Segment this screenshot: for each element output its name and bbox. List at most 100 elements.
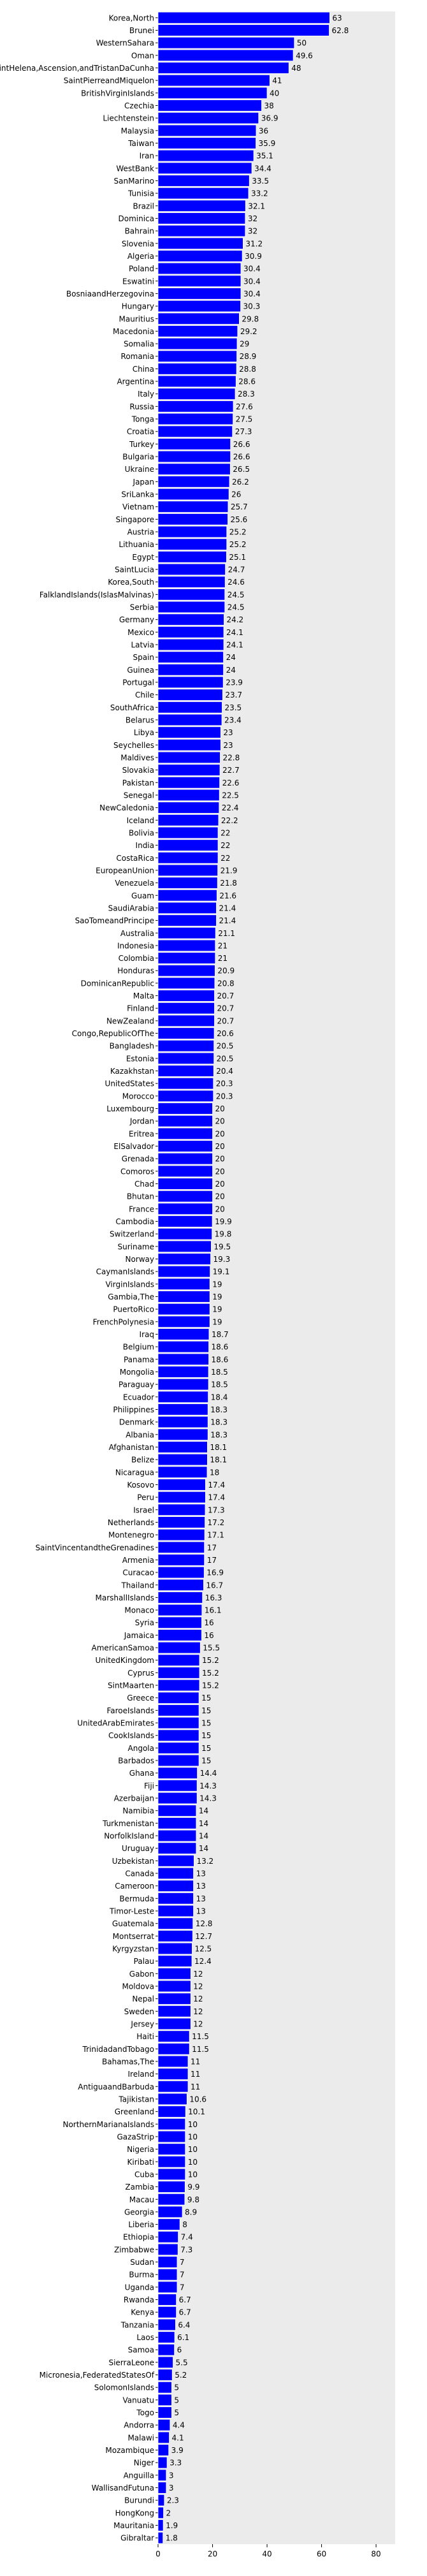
bar — [157, 1278, 210, 1291]
y-tick-label: Curacao — [122, 1569, 154, 1577]
bar — [157, 1566, 205, 1579]
bar — [157, 538, 228, 550]
y-tick-label: Nigeria — [127, 2145, 154, 2154]
value-label: 20 — [215, 1104, 225, 1113]
bar — [157, 1491, 206, 1504]
value-label: 11.5 — [192, 2045, 209, 2054]
bar — [157, 1792, 198, 1804]
value-label: 8 — [182, 2220, 187, 2229]
value-label: 24.2 — [226, 615, 243, 624]
y-tick-label: Belarus — [126, 715, 154, 724]
y-tick-label: Cameroon — [115, 1882, 154, 1891]
bar — [157, 2017, 191, 2030]
y-tick-label: NorthernMarianaIslands — [62, 2120, 154, 2129]
y-tick-label: DominicanRepublic — [81, 979, 154, 988]
value-label: 30.4 — [243, 265, 261, 274]
value-label: 36 — [259, 126, 268, 135]
bar — [157, 24, 329, 36]
y-tick-label: BritishVirginIslands — [81, 89, 154, 98]
y-tick-label: Haiti — [136, 2032, 154, 2041]
y-tick-label: Georgia — [124, 2207, 154, 2216]
value-label: 17 — [207, 1543, 217, 1552]
value-label: 9.8 — [187, 2195, 199, 2204]
y-tick-label: Croatia — [127, 427, 154, 436]
value-label: 22.4 — [222, 803, 239, 812]
y-tick-label: Eswatini — [122, 277, 154, 286]
bar — [157, 1253, 211, 1265]
value-label: 14 — [199, 1806, 208, 1815]
bar — [157, 2482, 167, 2494]
x-tick-label: 0 — [156, 2550, 161, 2559]
y-tick-label: Burundi — [124, 2496, 154, 2505]
value-label: 14.4 — [200, 1769, 217, 1778]
y-tick-label: Netherlands — [108, 1518, 154, 1527]
y-tick-label: Cyprus — [127, 1669, 154, 1678]
bar — [157, 212, 246, 224]
y-tick-label: WallisandFutuna — [92, 2484, 154, 2492]
bar — [157, 2118, 186, 2130]
bar — [157, 1817, 197, 1829]
bar — [157, 1667, 200, 1679]
bar — [157, 2406, 172, 2419]
bar — [157, 2494, 165, 2506]
value-label: 5 — [174, 2396, 179, 2404]
bar — [157, 589, 226, 601]
y-tick-label: Somalia — [124, 340, 154, 349]
bar — [157, 2218, 180, 2230]
y-tick-label: Vietnam — [122, 502, 154, 511]
value-label: 22.7 — [222, 766, 240, 775]
bar — [157, 563, 226, 576]
y-tick-label: Rwanda — [124, 2295, 154, 2304]
y-tick-label: Guatemala — [112, 1919, 154, 1928]
y-tick-label: FaroeIslands — [106, 1706, 154, 1715]
value-label: 17.4 — [208, 1493, 225, 1502]
y-tick-label: Armenia — [122, 1556, 154, 1565]
y-tick-label: Iraq — [140, 1330, 154, 1339]
y-tick-label: Kazakhstan — [110, 1067, 154, 1076]
y-tick-label: Niger — [134, 2459, 154, 2468]
y-tick-label: SaintHelena,Ascension,andTristanDaCunha — [0, 64, 154, 73]
value-label: 19 — [212, 1280, 222, 1289]
y-tick-label: Greece — [127, 1694, 154, 1702]
bar — [157, 325, 238, 337]
y-tick-label: Uganda — [125, 2283, 154, 2292]
bar — [157, 664, 224, 676]
value-label: 18.7 — [212, 1330, 229, 1339]
value-label: 13 — [196, 1882, 206, 1891]
y-tick-label: Guam — [131, 891, 154, 900]
y-tick-label: Luxembourg — [106, 1104, 154, 1113]
y-tick-label: Macau — [129, 2195, 154, 2204]
bar — [157, 2230, 179, 2243]
y-tick-label: CaymanIslands — [96, 1268, 154, 1277]
y-tick-label: Australia — [120, 929, 154, 938]
value-label: 15.2 — [202, 1656, 219, 1665]
value-label: 6.1 — [177, 2333, 189, 2342]
value-label: 24.1 — [226, 641, 243, 650]
bar — [157, 413, 233, 425]
y-tick-label: Micronesia,FederatedStatesOf — [40, 2371, 155, 2380]
bar — [157, 2243, 178, 2256]
bar — [157, 826, 219, 839]
value-label: 17.3 — [208, 1505, 225, 1514]
bar — [157, 1516, 205, 1528]
y-tick-label: Malaysia — [121, 126, 154, 135]
bar — [157, 1541, 205, 1554]
value-label: 16 — [204, 1631, 214, 1640]
y-tick-label: Afghanistan — [109, 1443, 154, 1452]
value-label: 19.1 — [213, 1268, 230, 1277]
bar — [157, 714, 222, 726]
y-tick-label: NorfolkIsland — [104, 1832, 154, 1841]
value-label: 27.3 — [235, 427, 252, 436]
y-tick-label: Taiwan — [127, 139, 154, 148]
value-label: 15.2 — [202, 1681, 219, 1690]
value-label: 20.7 — [217, 992, 235, 1000]
y-tick-label: Bolivia — [129, 828, 154, 837]
y-tick-label: Angola — [128, 1744, 154, 1753]
value-label: 23.5 — [224, 703, 242, 712]
value-label: 30.3 — [243, 302, 261, 311]
value-label: 15.2 — [202, 1669, 219, 1678]
y-tick-label: Gabon — [129, 1970, 154, 1979]
value-label: 11.5 — [192, 2032, 209, 2041]
value-label: 2.3 — [167, 2496, 179, 2505]
y-tick-label: Ghana — [129, 1769, 154, 1778]
